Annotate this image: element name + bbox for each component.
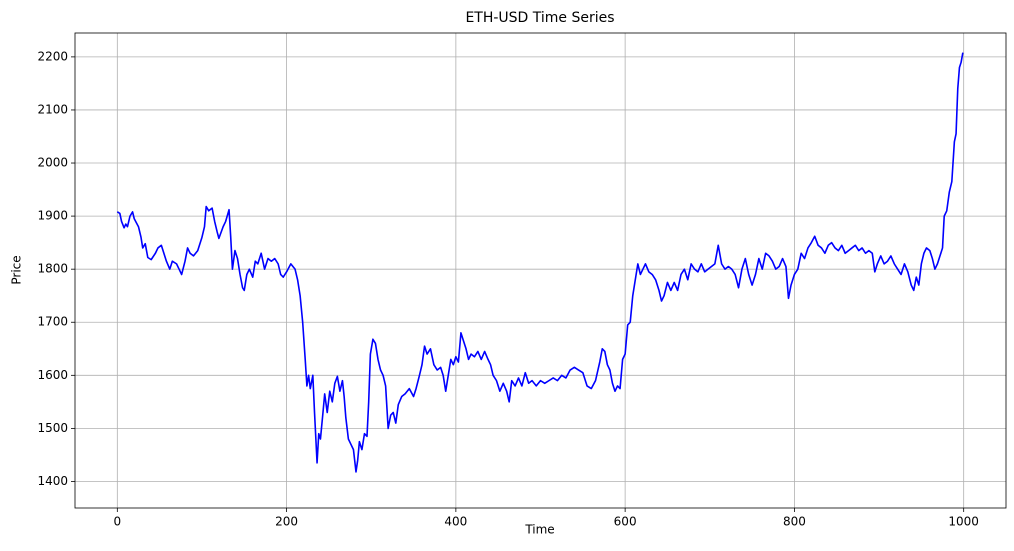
x-tick-label: 400 [444,515,467,529]
x-tick-label: 1000 [948,515,979,529]
x-tick-label: 800 [783,515,806,529]
x-tick-label: 200 [275,515,298,529]
y-tick-label: 2100 [37,102,68,116]
y-tick-label: 2200 [37,49,68,63]
y-tick-label: 1800 [37,262,68,276]
y-tick-label: 1700 [37,315,68,329]
chart-title: ETH-USD Time Series [465,10,614,26]
y-tick-label: 1400 [37,474,68,488]
y-tick-label: 1600 [37,368,68,382]
data-line [116,52,964,473]
x-axis-label: Time [524,523,554,537]
y-tick-label: 2000 [37,156,68,170]
y-tick-label: 1500 [37,421,68,435]
y-axis-label: Price [10,255,24,284]
y-tick-label: 1900 [37,209,68,223]
x-tick-label: 600 [614,515,637,529]
x-tick-label: 0 [113,515,121,529]
plot-frame [74,32,1007,509]
